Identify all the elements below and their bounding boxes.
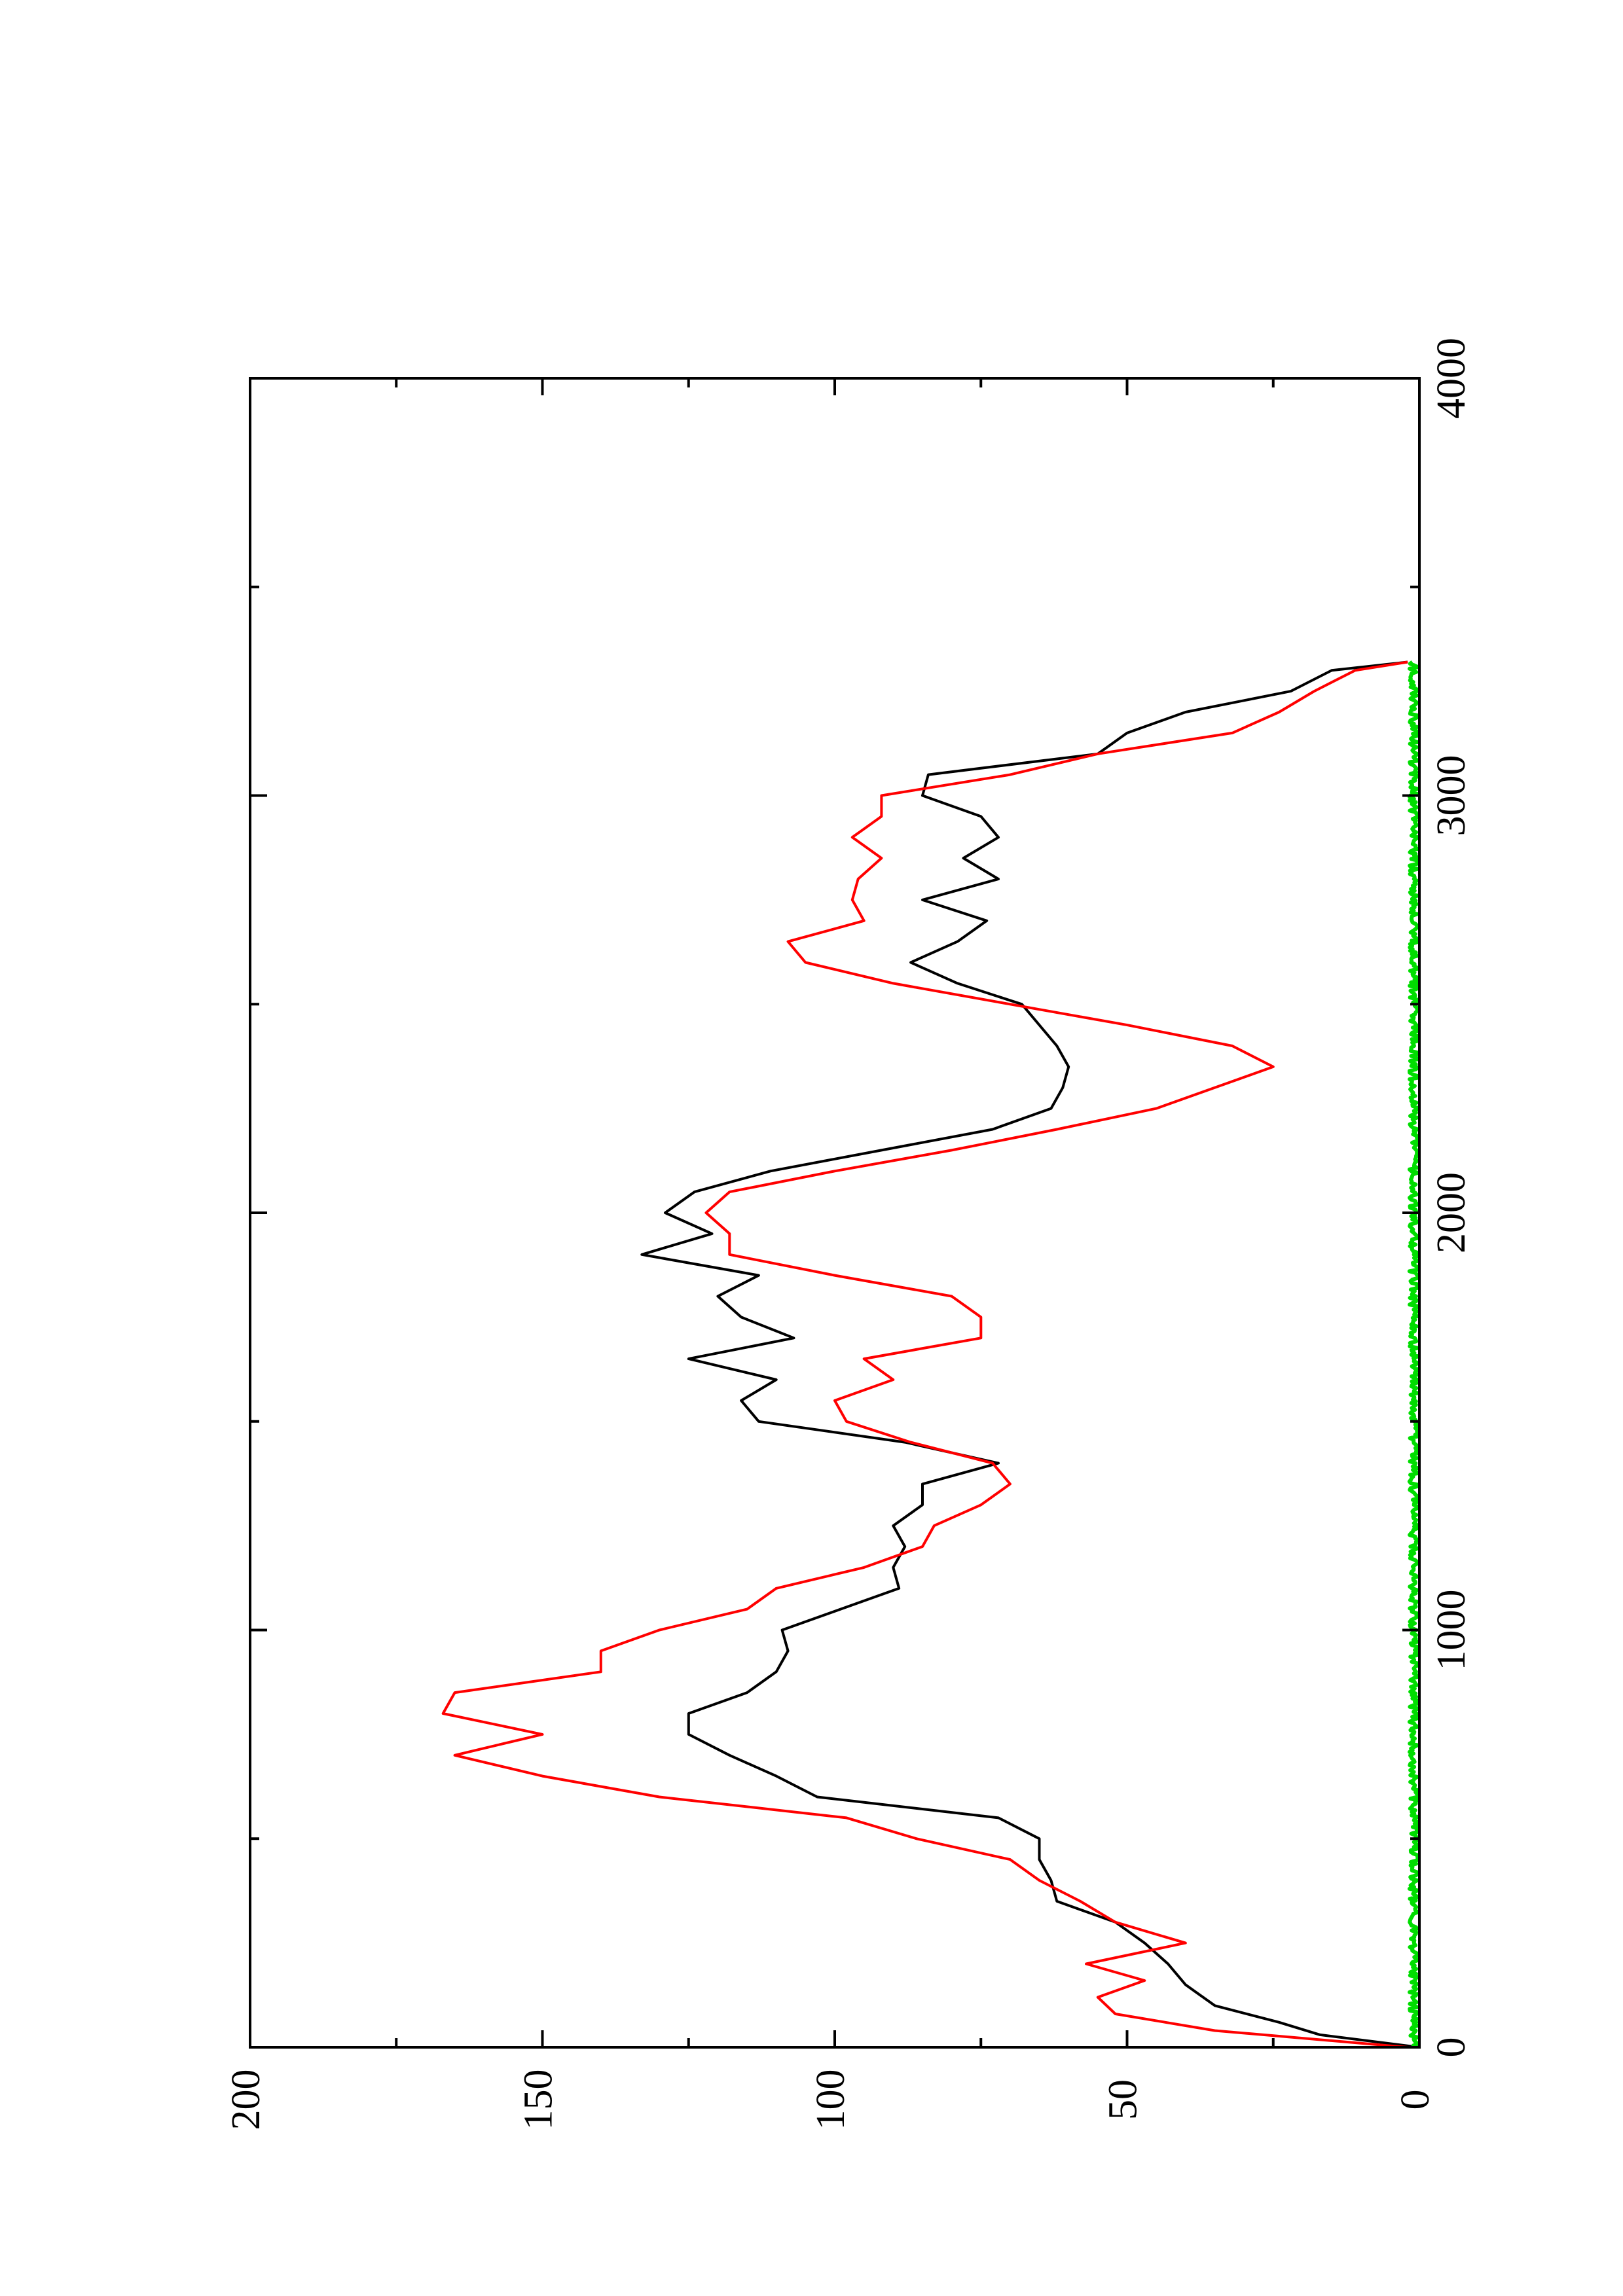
x-tick-label: 1000 xyxy=(1429,1590,1474,1671)
tick-layer xyxy=(249,377,1421,2049)
x-tick-label: 0 xyxy=(1429,2037,1474,2058)
series-line-1 xyxy=(640,660,1420,2049)
x-tick-label: 4000 xyxy=(1429,338,1474,419)
series-layer xyxy=(441,660,1421,2049)
x-tick-label: 2000 xyxy=(1429,1172,1474,1253)
y-tick-label: 150 xyxy=(517,2070,561,2130)
y-tick-label: 50 xyxy=(1101,2079,1146,2120)
plot-frame xyxy=(249,377,1421,2049)
series-line-3 xyxy=(1407,660,1421,2048)
series-line-2 xyxy=(441,660,1408,2049)
label-layer: 0 1000 2000 3000 4000 0 50 100 150 200 xyxy=(224,338,1474,2130)
y-tick-label: 0 xyxy=(1393,2090,1438,2110)
x-tick-label: 3000 xyxy=(1429,755,1474,836)
y-tick-label: 200 xyxy=(224,2070,268,2130)
y-tick-label: 100 xyxy=(809,2070,853,2130)
